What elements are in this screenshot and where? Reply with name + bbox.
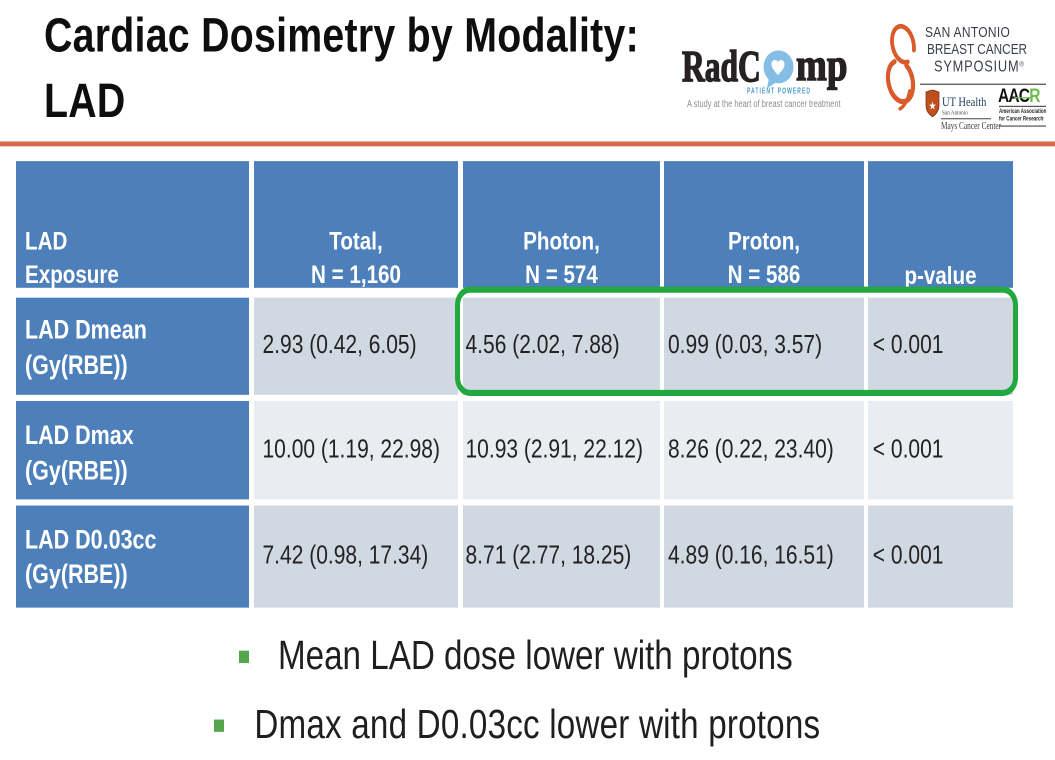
svg-text:★: ★ [928,100,936,112]
